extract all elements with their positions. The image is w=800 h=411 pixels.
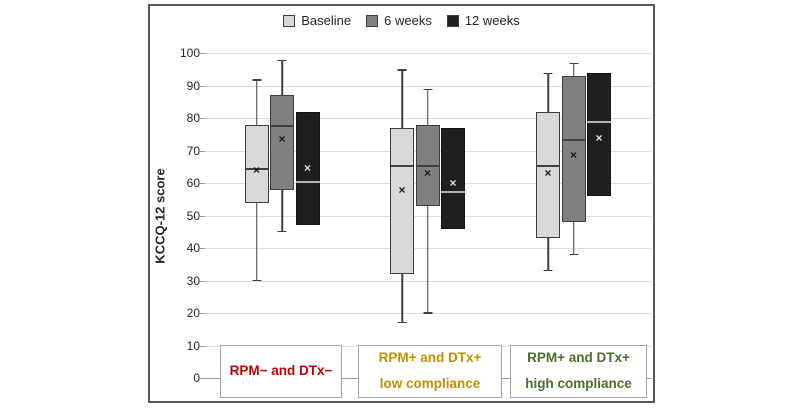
y-axis-tick-label: 40 bbox=[186, 241, 200, 255]
mean-x-marker: × bbox=[569, 148, 578, 163]
boxplot-box-baseline bbox=[390, 127, 414, 274]
group-label-text: low compliance bbox=[379, 375, 481, 391]
mean-x-marker: × bbox=[398, 182, 406, 197]
group-label-text: RPM+ and DTx+ bbox=[527, 350, 630, 366]
whisker-lower-line bbox=[401, 274, 403, 323]
y-axis-tick bbox=[200, 85, 205, 87]
whisker-upper-line bbox=[547, 72, 549, 112]
legend-label: 12 weeks bbox=[464, 13, 520, 28]
whisker-upper-line bbox=[255, 79, 258, 125]
legend-item: 6 weeks bbox=[366, 13, 432, 28]
y-axis-tick bbox=[200, 118, 205, 119]
group-label-box: RPM+ and DTx+ low compliance bbox=[358, 345, 502, 398]
median-line bbox=[536, 165, 560, 168]
y-axis-tick bbox=[200, 378, 205, 379]
legend-swatch-icon bbox=[446, 14, 459, 27]
legend-swatch-icon bbox=[283, 14, 296, 27]
whisker-lower-line bbox=[255, 202, 258, 281]
whisker-upper-line bbox=[572, 62, 575, 76]
mean-x-marker: × bbox=[252, 162, 261, 177]
median-line bbox=[244, 168, 269, 171]
mean-x-marker: × bbox=[595, 130, 603, 145]
y-axis-tick bbox=[200, 248, 205, 249]
legend-label: 6 weeks bbox=[384, 13, 432, 28]
whisker-min-cap bbox=[252, 279, 261, 281]
median-line bbox=[441, 191, 465, 194]
y-axis-tick-label: 70 bbox=[186, 143, 200, 158]
y-axis-tick-label: 50 bbox=[186, 208, 200, 223]
median-line bbox=[561, 139, 586, 142]
gridline bbox=[205, 313, 651, 314]
y-axis-tick-label: 0 bbox=[193, 371, 200, 385]
boxplot-box-6-weeks bbox=[270, 95, 294, 190]
group-label-text: RPM+ and DTx+ bbox=[378, 350, 482, 366]
mean-x-marker: × bbox=[423, 166, 432, 181]
median-line bbox=[270, 124, 294, 127]
boxplot-box-baseline bbox=[536, 111, 560, 239]
group-label-text: high compliance bbox=[525, 375, 632, 391]
whisker-lower-line bbox=[281, 189, 283, 232]
whisker-lower-line bbox=[547, 238, 549, 271]
whisker-lower-line bbox=[426, 205, 429, 313]
y-axis-tick-label: 10 bbox=[186, 338, 200, 353]
y-axis-tick-label: 80 bbox=[186, 111, 200, 125]
whisker-upper-line bbox=[281, 59, 283, 96]
legend-item: Baseline bbox=[283, 13, 351, 28]
y-axis-tick bbox=[200, 150, 205, 152]
gridline bbox=[205, 53, 651, 54]
group-label-layer: RPM− and DTx− RPM+ and DTx+ low compliance… bbox=[150, 6, 653, 401]
whisker-upper-line bbox=[401, 69, 403, 128]
whisker-min-cap bbox=[277, 230, 287, 233]
mean-x-marker: × bbox=[449, 175, 457, 190]
median-line bbox=[295, 181, 320, 184]
y-axis-tick bbox=[200, 183, 205, 184]
legend-label: Baseline bbox=[301, 13, 352, 28]
y-axis-tick-label: 100 bbox=[179, 46, 200, 60]
y-axis-tick-label: 20 bbox=[186, 306, 200, 320]
boxplot-box-baseline bbox=[244, 124, 269, 203]
y-axis-tick bbox=[200, 313, 205, 314]
boxplot-box-12-weeks bbox=[295, 111, 320, 226]
y-axis-tick bbox=[200, 53, 205, 54]
plot-area: KCCQ-12 score 0 10 20 30 40 50 60 70 80 90 100 × × × ×… bbox=[153, 46, 651, 385]
gridline bbox=[205, 85, 651, 87]
whisker-lower-line bbox=[572, 222, 575, 255]
y-axis-tick-label: 60 bbox=[186, 176, 200, 190]
whisker-min-cap bbox=[397, 321, 407, 324]
y-axis-tick bbox=[200, 280, 205, 282]
group-label-box: RPM− and DTx− bbox=[220, 345, 342, 398]
whisker-upper-line bbox=[426, 88, 429, 125]
whisker-min-cap bbox=[423, 312, 432, 314]
whisker-min-cap bbox=[569, 253, 578, 255]
y-axis-tick-label: 90 bbox=[186, 78, 200, 93]
median-line bbox=[390, 165, 414, 168]
boxplot-box-12-weeks bbox=[587, 72, 611, 196]
group-label-box: RPM+ and DTx+ high compliance bbox=[510, 345, 647, 398]
legend-item: 12 weeks bbox=[446, 13, 520, 28]
y-axis-tick bbox=[200, 215, 205, 217]
mean-x-marker: × bbox=[544, 166, 552, 181]
median-line bbox=[415, 165, 440, 168]
legend-swatch-icon bbox=[366, 14, 379, 27]
whisker-min-cap bbox=[543, 269, 553, 272]
y-axis-tick bbox=[200, 345, 205, 347]
median-line bbox=[587, 121, 611, 124]
y-axis-tick-label: 30 bbox=[186, 273, 200, 288]
mean-x-marker: × bbox=[303, 161, 312, 176]
boxplot-box-6-weeks bbox=[561, 75, 586, 222]
chart-legend: Baseline 6 weeks 12 weeks bbox=[150, 13, 653, 28]
mean-x-marker: × bbox=[278, 131, 286, 146]
boxplot-box-12-weeks bbox=[441, 127, 465, 229]
group-label-text: RPM− and DTx− bbox=[229, 363, 333, 379]
